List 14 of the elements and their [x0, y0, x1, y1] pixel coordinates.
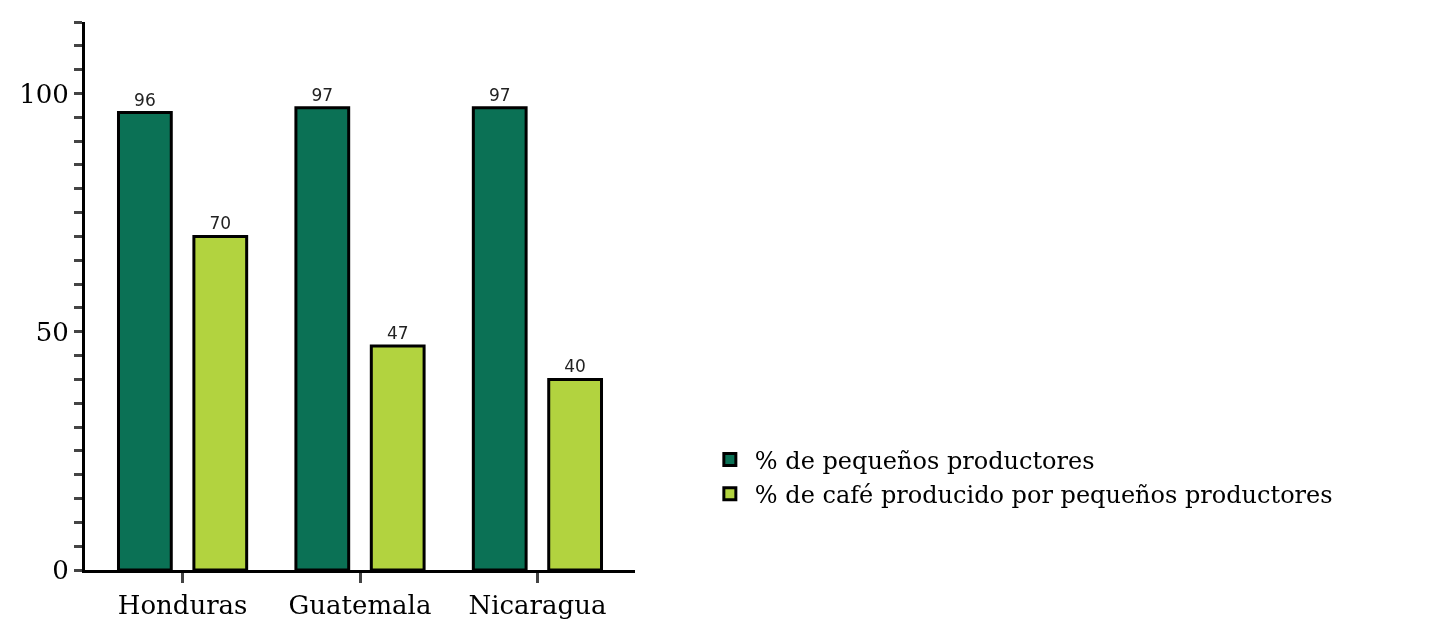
- data-label: 97: [488, 84, 511, 105]
- legend-label: % de pequeños productores: [754, 446, 1095, 475]
- x-tick-label: Nicaragua: [468, 590, 607, 621]
- data-label: 97: [311, 84, 334, 105]
- data-label: 40: [564, 356, 586, 377]
- x-tick-label: Honduras: [117, 590, 248, 621]
- x-tick-label: Guatemala: [288, 590, 432, 621]
- data-label: 70: [209, 213, 232, 234]
- legend-label: % de café producido por pequeños productores: [754, 481, 1333, 509]
- data-label: 47: [386, 323, 409, 344]
- y-tick-label: 50: [35, 316, 69, 347]
- data-label: 96: [134, 89, 156, 110]
- y-tick-label: 100: [19, 78, 69, 109]
- y-tick-label: 0: [52, 555, 69, 586]
